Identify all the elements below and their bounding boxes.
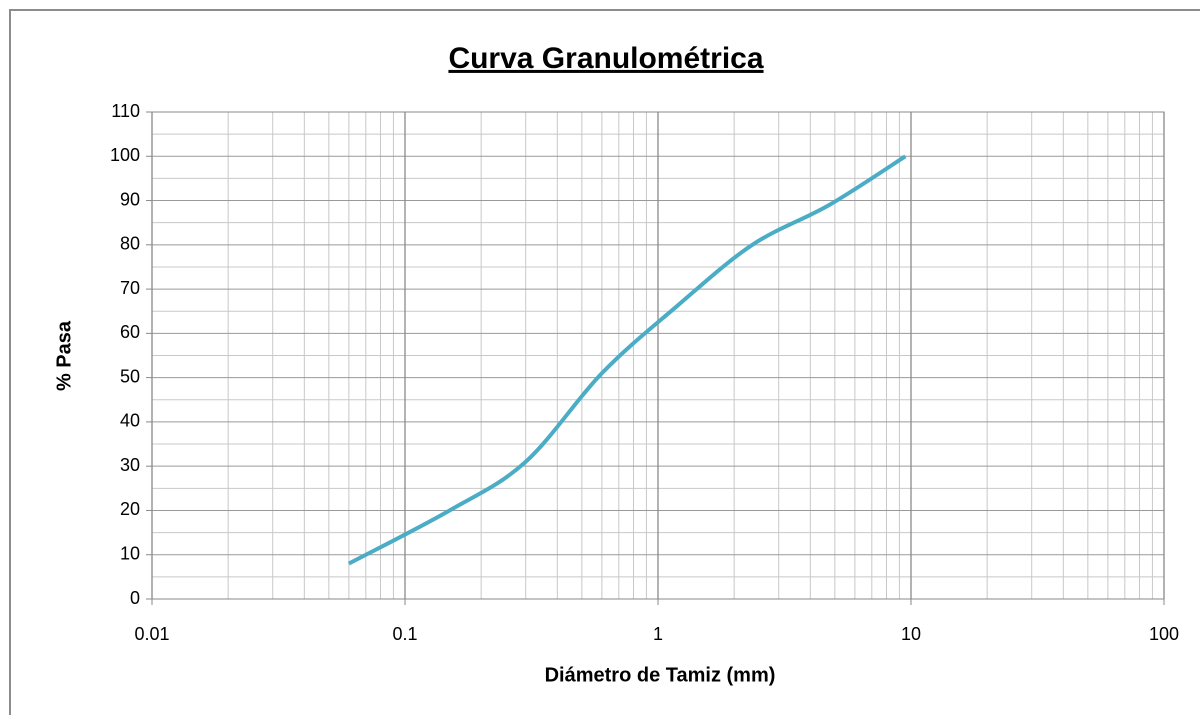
data-line [347,154,907,566]
y-tick-label: 100 [110,145,140,165]
x-tick-label: 10 [901,624,921,644]
chart-frame [9,9,1200,715]
chart-title: Curva Granulométrica [448,42,763,75]
x-tick-label: 100 [1149,624,1179,644]
x-tick-label: 0.1 [392,624,417,644]
plot-border [151,111,1165,600]
x-tick-label: 0.01 [134,624,169,644]
y-tick-label: 50 [120,366,140,386]
y-tick-label: 70 [120,278,140,298]
y-tick-label: 80 [120,234,140,254]
y-tick-label: 40 [120,411,140,431]
y-tick-label: 20 [120,499,140,519]
x-axis-label: Diámetro de Tamiz (mm) [545,664,776,686]
y-tick-label: 10 [120,543,140,563]
y-tick-label: 0 [130,588,140,608]
y-tick-label: 60 [120,322,140,342]
y-tick-label: 110 [111,101,140,121]
y-tick-label: 30 [120,455,140,475]
x-tick-label: 1 [653,624,663,644]
y-tick-label: 90 [120,189,140,209]
y-axis-label: % Pasa [53,320,75,391]
